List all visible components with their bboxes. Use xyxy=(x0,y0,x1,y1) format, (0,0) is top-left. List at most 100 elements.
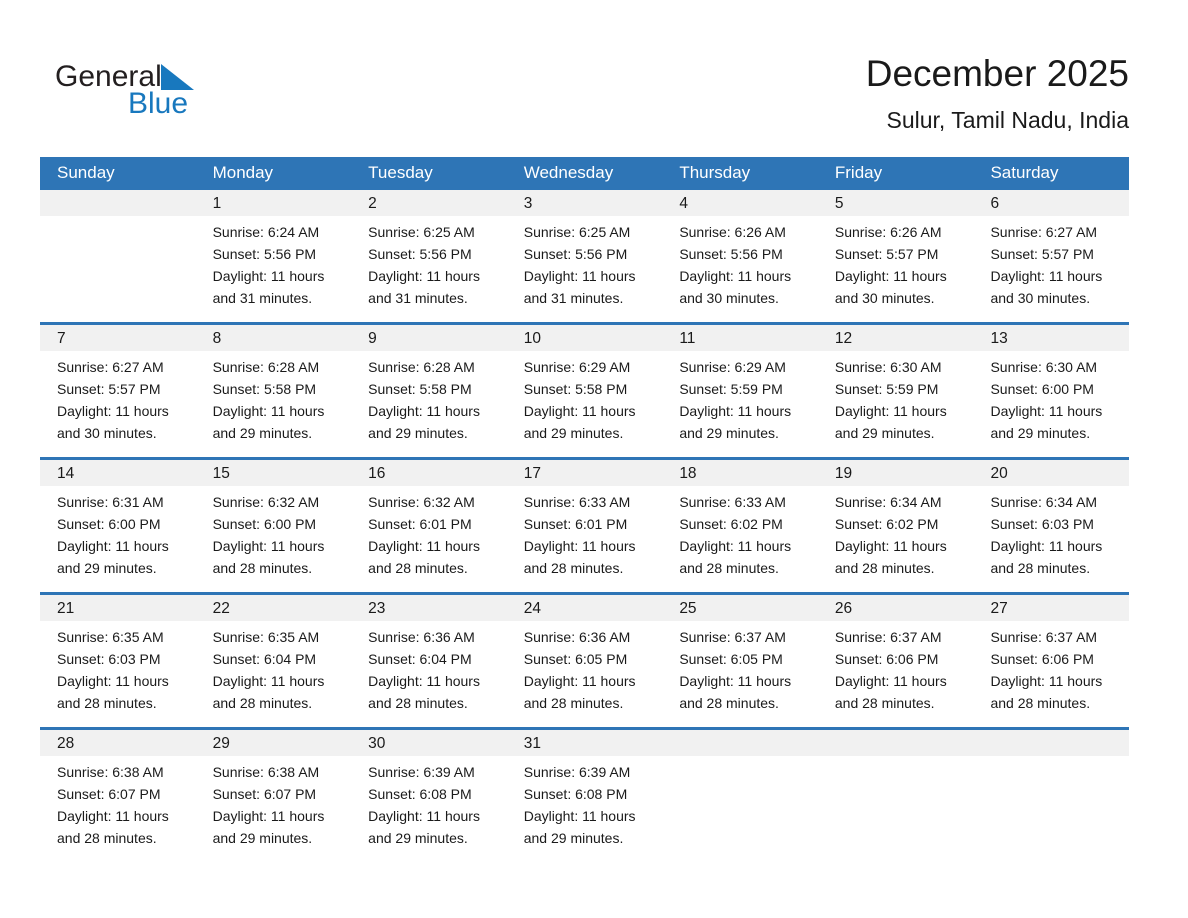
sunrise-text: Sunrise: 6:28 AM xyxy=(212,359,320,375)
day-details: Sunrise: 6:25 AM Sunset: 5:56 PM Daylight:… xyxy=(507,216,663,309)
daylight-line1-text: Daylight: 11 hours xyxy=(990,673,1103,689)
day-cell-26: 26 Sunrise: 6:37 AM Sunset: 6:06 PM Dayligh… xyxy=(817,595,974,727)
daylight-line2-text: and 28 minutes. xyxy=(368,560,468,576)
day-cell-16: 16 Sunrise: 6:32 AM Sunset: 6:01 PM Dayligh… xyxy=(351,460,507,592)
sunrise-text: Sunrise: 6:26 AM xyxy=(834,224,942,240)
day-cell-18: 18 Sunrise: 6:33 AM Sunset: 6:02 PM Dayligh… xyxy=(662,460,818,592)
day-cell-5: 5 Sunrise: 6:26 AM Sunset: 5:57 PM Daylight… xyxy=(817,190,974,322)
sunset-text: Sunset: 5:58 PM xyxy=(212,381,317,397)
day-number: 14 xyxy=(40,460,196,486)
sunset-text: Sunset: 5:57 PM xyxy=(834,246,939,262)
sunrise-text: Sunrise: 6:37 AM xyxy=(679,629,786,645)
day-details: Sunrise: 6:36 AM Sunset: 6:04 PM Daylight:… xyxy=(351,621,507,714)
sunset-text: Sunset: 5:57 PM xyxy=(990,246,1094,262)
weekday-header-monday: Monday xyxy=(212,163,274,182)
sunset-text: Sunset: 5:58 PM xyxy=(523,381,628,397)
sunrise-text: Sunrise: 6:35 AM xyxy=(57,629,164,645)
empty-day-cell xyxy=(817,730,974,862)
daylight-line1-text: Daylight: 11 hours xyxy=(57,673,169,689)
logo-text-blue: Blue xyxy=(128,87,189,120)
daylight-line2-text: and 30 minutes. xyxy=(679,290,779,306)
sunrise-text: Sunrise: 6:31 AM xyxy=(57,494,164,510)
day-details: Sunrise: 6:30 AM Sunset: 5:59 PM Daylight:… xyxy=(818,351,974,444)
day-cell-11: 11 Sunrise: 6:29 AM Sunset: 5:59 PM Dayligh… xyxy=(662,325,818,457)
sunrise-text: Sunrise: 6:29 AM xyxy=(679,359,786,375)
weekday-header-row: Sunday Monday Tuesday Wednesday Thursday Frid… xyxy=(40,157,1129,187)
sunset-text: Sunset: 6:04 PM xyxy=(368,651,472,667)
daylight-line1-text: Daylight: 11 hours xyxy=(523,268,636,284)
day-details: Sunrise: 6:39 AM Sunset: 6:08 PM Daylight:… xyxy=(507,756,663,849)
day-number: 2 xyxy=(351,190,507,216)
sunset-text: Sunset: 5:56 PM xyxy=(523,246,628,262)
sunset-text: Sunset: 5:56 PM xyxy=(679,246,783,262)
sunset-text: Sunset: 6:00 PM xyxy=(57,516,161,532)
sunrise-text: Sunrise: 6:37 AM xyxy=(990,629,1098,645)
day-details: Sunrise: 6:26 AM Sunset: 5:56 PM Daylight:… xyxy=(662,216,818,309)
week-row-4: 21 Sunrise: 6:35 AM Sunset: 6:03 PM Dayligh… xyxy=(40,592,1130,727)
daylight-line2-text: and 28 minutes. xyxy=(212,560,313,576)
daylight-line1-text: Daylight: 11 hours xyxy=(212,673,325,689)
daylight-line1-text: Daylight: 11 hours xyxy=(212,268,325,284)
day-cell-30: 30 Sunrise: 6:39 AM Sunset: 6:08 PM Dayligh… xyxy=(351,730,507,862)
sunset-text: Sunset: 6:00 PM xyxy=(212,516,317,532)
day-number: 11 xyxy=(662,325,818,351)
daylight-line1-text: Daylight: 11 hours xyxy=(834,673,947,689)
day-number xyxy=(662,730,818,756)
sunrise-text: Sunrise: 6:27 AM xyxy=(990,224,1098,240)
day-cell-22: 22 Sunrise: 6:35 AM Sunset: 6:04 PM Dayligh… xyxy=(195,595,352,727)
daylight-line2-text: and 29 minutes. xyxy=(212,830,313,846)
daylight-line1-text: Daylight: 11 hours xyxy=(834,403,947,419)
day-cell-24: 24 Sunrise: 6:36 AM Sunset: 6:05 PM Dayligh… xyxy=(506,595,663,727)
daylight-line1-text: Daylight: 11 hours xyxy=(212,808,325,824)
sunrise-text: Sunrise: 6:28 AM xyxy=(368,359,475,375)
daylight-line2-text: and 28 minutes. xyxy=(990,695,1091,711)
daylight-line1-text: Daylight: 11 hours xyxy=(368,403,480,419)
day-number: 21 xyxy=(40,595,196,621)
day-number: 31 xyxy=(506,730,663,756)
sunset-text: Sunset: 5:56 PM xyxy=(368,246,472,262)
week-row-5: 28 Sunrise: 6:38 AM Sunset: 6:07 PM Dayligh… xyxy=(40,727,1130,862)
daylight-line2-text: and 28 minutes. xyxy=(212,695,313,711)
day-number: 12 xyxy=(817,325,974,351)
daylight-line2-text: and 28 minutes. xyxy=(523,560,624,576)
day-details: Sunrise: 6:25 AM Sunset: 5:56 PM Daylight:… xyxy=(351,216,507,309)
day-details: Sunrise: 6:34 AM Sunset: 6:03 PM Daylight:… xyxy=(973,486,1129,579)
day-number: 24 xyxy=(506,595,663,621)
empty-day-cell xyxy=(662,730,818,862)
weekday-header-sunday: Sunday xyxy=(57,163,115,182)
sunset-text: Sunset: 6:07 PM xyxy=(212,786,317,802)
daylight-line1-text: Daylight: 11 hours xyxy=(679,268,792,284)
day-number xyxy=(973,730,1130,756)
day-cell-23: 23 Sunrise: 6:36 AM Sunset: 6:04 PM Dayligh… xyxy=(351,595,507,727)
day-details: Sunrise: 6:27 AM Sunset: 5:57 PM Daylight:… xyxy=(973,216,1129,309)
day-details: Sunrise: 6:36 AM Sunset: 6:05 PM Daylight:… xyxy=(507,621,663,714)
calendar-table: Sunday Monday Tuesday Wednesday Thursday Frid… xyxy=(40,157,1130,862)
sunrise-text: Sunrise: 6:32 AM xyxy=(368,494,475,510)
daylight-line1-text: Daylight: 11 hours xyxy=(523,673,636,689)
day-details: Sunrise: 6:30 AM Sunset: 6:00 PM Daylight:… xyxy=(973,351,1129,444)
day-details: Sunrise: 6:26 AM Sunset: 5:57 PM Daylight:… xyxy=(818,216,974,309)
sunrise-text: Sunrise: 6:30 AM xyxy=(990,359,1098,375)
sunrise-text: Sunrise: 6:32 AM xyxy=(212,494,320,510)
sunset-text: Sunset: 6:05 PM xyxy=(523,651,628,667)
week-row-3: 14 Sunrise: 6:31 AM Sunset: 6:00 PM Dayligh… xyxy=(40,457,1130,592)
day-number: 29 xyxy=(195,730,352,756)
daylight-line2-text: and 28 minutes. xyxy=(368,695,468,711)
daylight-line2-text: and 29 minutes. xyxy=(990,425,1091,441)
day-number: 26 xyxy=(817,595,974,621)
day-details: Sunrise: 6:38 AM Sunset: 6:07 PM Daylight:… xyxy=(196,756,352,849)
daylight-line1-text: Daylight: 11 hours xyxy=(523,538,636,554)
daylight-line1-text: Daylight: 11 hours xyxy=(679,673,792,689)
daylight-line2-text: and 28 minutes. xyxy=(57,830,157,846)
sunset-text: Sunset: 6:05 PM xyxy=(679,651,783,667)
day-number: 28 xyxy=(40,730,196,756)
day-cell-15: 15 Sunrise: 6:32 AM Sunset: 6:00 PM Dayligh… xyxy=(195,460,352,592)
day-cell-28: 28 Sunrise: 6:38 AM Sunset: 6:07 PM Dayligh… xyxy=(40,730,196,862)
day-cell-3: 3 Sunrise: 6:25 AM Sunset: 5:56 PM Daylight… xyxy=(506,190,663,322)
day-number: 20 xyxy=(973,460,1130,486)
daylight-line1-text: Daylight: 11 hours xyxy=(679,403,792,419)
sunrise-text: Sunrise: 6:39 AM xyxy=(368,764,475,780)
daylight-line1-text: Daylight: 11 hours xyxy=(834,538,947,554)
weekday-header-friday: Friday xyxy=(834,163,883,182)
